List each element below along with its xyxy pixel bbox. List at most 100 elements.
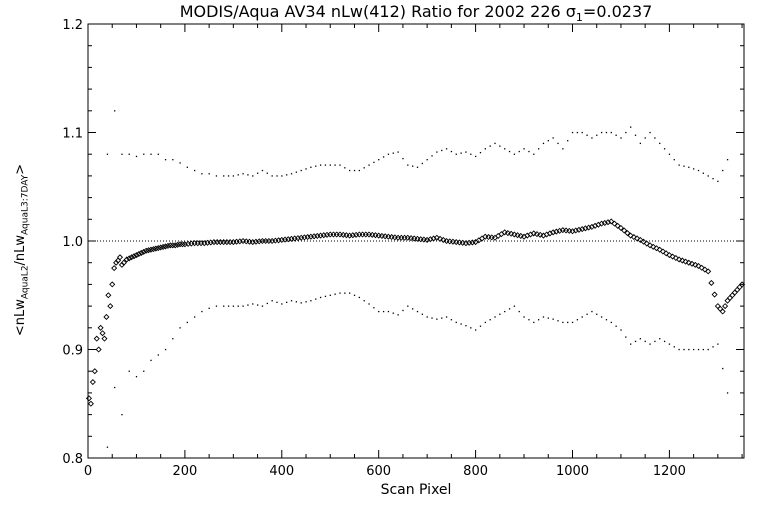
data-point-mean (508, 230, 515, 237)
data-point-mean (359, 231, 366, 238)
data-point-mean (572, 227, 579, 234)
data-point-upper (591, 137, 593, 139)
data-point-mean (627, 232, 634, 239)
data-point-upper (504, 148, 506, 150)
data-point-upper (712, 178, 714, 180)
data-point-mean (669, 253, 676, 260)
data-point-mean (630, 233, 637, 241)
data-point-mean (640, 238, 647, 245)
data-point-upper (215, 175, 218, 177)
data-point-upper (416, 166, 419, 168)
data-point-lower (286, 301, 288, 304)
data-point-upper (223, 175, 225, 177)
data-point-upper (576, 131, 579, 134)
data-point-mean (701, 266, 708, 273)
data-point-lower (143, 370, 145, 372)
data-point-upper (407, 164, 409, 166)
data-point-mean (643, 240, 650, 247)
data-point-lower (489, 319, 491, 321)
data-point-lower (363, 300, 365, 302)
data-point-upper (547, 140, 549, 142)
data-point-mean (666, 252, 673, 259)
data-point-upper (201, 173, 203, 175)
data-point-upper (324, 164, 327, 166)
data-point-upper (353, 169, 356, 172)
data-point-mean (719, 308, 726, 315)
data-point-upper (639, 142, 642, 145)
data-point-lower (344, 292, 346, 294)
data-point-upper (329, 164, 331, 166)
data-point-lower (581, 316, 583, 318)
data-point-lower (353, 294, 356, 296)
data-point-mean (113, 259, 120, 266)
data-point-lower (157, 354, 159, 356)
data-point-mean (93, 335, 100, 342)
data-point-mean (362, 231, 369, 238)
data-point-mean (537, 231, 544, 238)
y-tick-label: 1.0 (62, 235, 83, 250)
data-point-mean (585, 224, 592, 231)
data-point-mean (227, 239, 234, 246)
data-point-mean (130, 253, 138, 260)
data-point-lower (237, 305, 239, 307)
data-point-mean (138, 249, 145, 256)
data-point-mean (103, 313, 110, 320)
data-point-lower (426, 316, 428, 318)
data-point-upper (121, 153, 123, 155)
data-point-lower (668, 343, 671, 345)
data-point-mean (514, 232, 521, 239)
data-point-upper (542, 142, 545, 145)
data-point-mean (101, 335, 108, 342)
data-point-lower (654, 340, 656, 343)
data-point-mean (140, 248, 147, 255)
data-point-lower (382, 310, 385, 313)
data-point-mean (517, 232, 524, 239)
data-point-upper (164, 159, 167, 161)
data-point-upper (707, 175, 709, 177)
data-point-upper (610, 131, 612, 134)
data-point-mean (646, 242, 654, 249)
data-point-mean (711, 291, 718, 298)
data-point-mean (498, 231, 505, 238)
data-point-lower (106, 446, 109, 448)
data-point-mean (118, 261, 125, 268)
data-point-upper (227, 175, 230, 177)
data-point-mean (177, 241, 184, 248)
data-point-upper (726, 159, 729, 161)
data-point-upper (339, 164, 341, 166)
data-point-mean (663, 250, 670, 257)
data-point-mean (167, 242, 174, 249)
data-point-upper (518, 150, 520, 153)
data-point-lower (300, 302, 302, 304)
data-point-upper (596, 134, 598, 136)
data-point-lower (445, 316, 448, 318)
data-point-mean (116, 254, 124, 261)
data-point-upper (305, 168, 307, 170)
data-point-mean (133, 252, 140, 259)
data-point-mean (575, 226, 582, 233)
data-point-lower (407, 305, 409, 307)
data-point-mean (152, 245, 159, 252)
data-point-upper (193, 169, 196, 172)
data-point-lower (324, 295, 327, 298)
data-point-mean (582, 225, 589, 232)
y-tick-label: 1.2 (62, 18, 83, 33)
x-tick-label: 1000 (556, 464, 589, 479)
data-point-upper (455, 153, 457, 155)
x-tick-label: 1200 (653, 464, 686, 479)
data-point-upper (135, 155, 138, 158)
data-point-upper (605, 131, 608, 134)
data-point-lower (620, 329, 622, 331)
data-point-mean (569, 228, 576, 235)
data-point-upper (663, 148, 666, 150)
data-point-upper (300, 169, 302, 172)
data-point-mean (656, 246, 663, 253)
data-point-upper (489, 145, 491, 147)
data-point-lower (552, 318, 554, 320)
data-point-lower (562, 321, 564, 324)
data-point-lower (373, 307, 375, 309)
data-point-mean (126, 255, 133, 262)
data-point-lower (208, 307, 210, 309)
data-point-lower (455, 321, 457, 324)
data-point-upper (513, 153, 516, 155)
